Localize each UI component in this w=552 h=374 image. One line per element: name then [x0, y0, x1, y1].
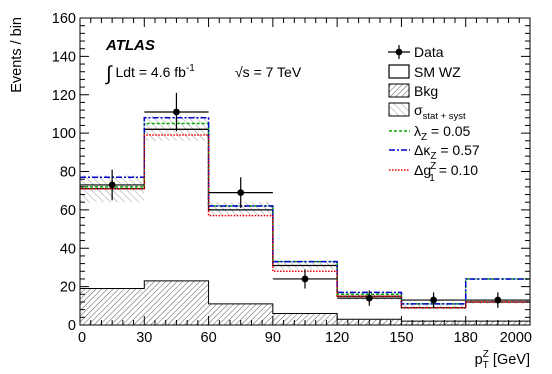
bkg-bin-2 [208, 303, 273, 325]
legend-entry-delta-kappa: ΔκZ = 0.57 [389, 142, 480, 162]
data-point-3 [272, 269, 338, 289]
y-tick-labels: 0 20 40 60 80 100 120 140 160 [52, 11, 76, 334]
y-tick-label-2: 40 [60, 241, 76, 257]
x-tick-label-5: 150 [389, 330, 413, 346]
y-tick-label-5: 100 [52, 126, 76, 142]
data-marker-1 [173, 108, 180, 116]
axis-ticks [79, 17, 531, 326]
x-tick-labels: 0 30 60 90 120 150 180 2000 [78, 330, 532, 346]
legend-label-sm-wz: SM WZ [414, 64, 461, 80]
x-tick-label-1: 30 [136, 330, 152, 346]
data-marker-0 [108, 181, 116, 189]
bkg-bin-1 [144, 280, 209, 325]
legend-label-delta-g: ΔgZ 1 = 0.10 [414, 161, 478, 184]
legend-entry-sigma: σstat + syst [388, 102, 466, 122]
legend-entry-lambda-z: λZ = 0.05 [389, 123, 471, 143]
legend-label-data: Data [414, 44, 444, 60]
x-axis-title: pTZ [GeV] [475, 349, 530, 371]
x-tick-label-4: 120 [325, 330, 349, 346]
legend-label-lambda-z: λZ = 0.05 [414, 123, 471, 143]
y-tick-label-6: 120 [52, 88, 76, 104]
luminosity-label: ∫ Ldt = 4.6 fb-1 [105, 63, 195, 85]
legend-entry-bkg: Bkg [388, 83, 438, 99]
y-axis-title: Events / bin [9, 17, 25, 93]
y-tick-label-7: 140 [52, 49, 76, 65]
data-point-6 [465, 292, 530, 308]
data-marker-2 [237, 189, 245, 197]
legend-label-delta-kappa: ΔκZ = 0.57 [414, 142, 480, 162]
energy-label: √s = 7 TeV [235, 64, 302, 80]
y-tick-label-3: 60 [60, 203, 76, 219]
legend-label-sigma: σstat + syst [414, 102, 466, 122]
data-marker-4 [365, 294, 373, 302]
x-tick-label-3: 90 [265, 330, 281, 346]
legend-entry-data: Data [388, 44, 444, 60]
data-marker-3 [301, 275, 309, 283]
legend-label-bkg: Bkg [414, 83, 438, 99]
y-tick-label-8: 160 [52, 11, 76, 27]
y-tick-label-0: 0 [68, 318, 76, 334]
legend-entry-sm-wz: SM WZ [388, 64, 461, 80]
bkg-bin-3 [272, 313, 338, 325]
data-points [80, 92, 530, 308]
data-marker-5 [430, 296, 437, 304]
data-marker-6 [494, 296, 502, 304]
bkg-bin-0 [80, 288, 145, 325]
y-tick-label-4: 80 [60, 165, 76, 181]
x-tick-label-7: 2000 [500, 330, 532, 346]
x-tick-label-2: 60 [201, 330, 217, 346]
data-point-0 [80, 169, 145, 201]
x-tick-label-6: 180 [454, 330, 478, 346]
experiment-label: ATLAS [105, 37, 155, 54]
data-point-4 [337, 290, 402, 306]
legend: Data SM WZ Bkg σstat + syst λZ = 0.05 Δκ… [388, 44, 480, 184]
data-point-2 [208, 177, 273, 208]
alt-series-line-1 [80, 117, 530, 305]
y-tick-label-1: 20 [60, 280, 76, 296]
legend-entry-delta-g: ΔgZ 1 = 0.10 [389, 161, 478, 184]
x-tick-label-0: 0 [78, 330, 86, 346]
data-point-1 [144, 92, 209, 132]
data-point-5 [401, 292, 466, 308]
